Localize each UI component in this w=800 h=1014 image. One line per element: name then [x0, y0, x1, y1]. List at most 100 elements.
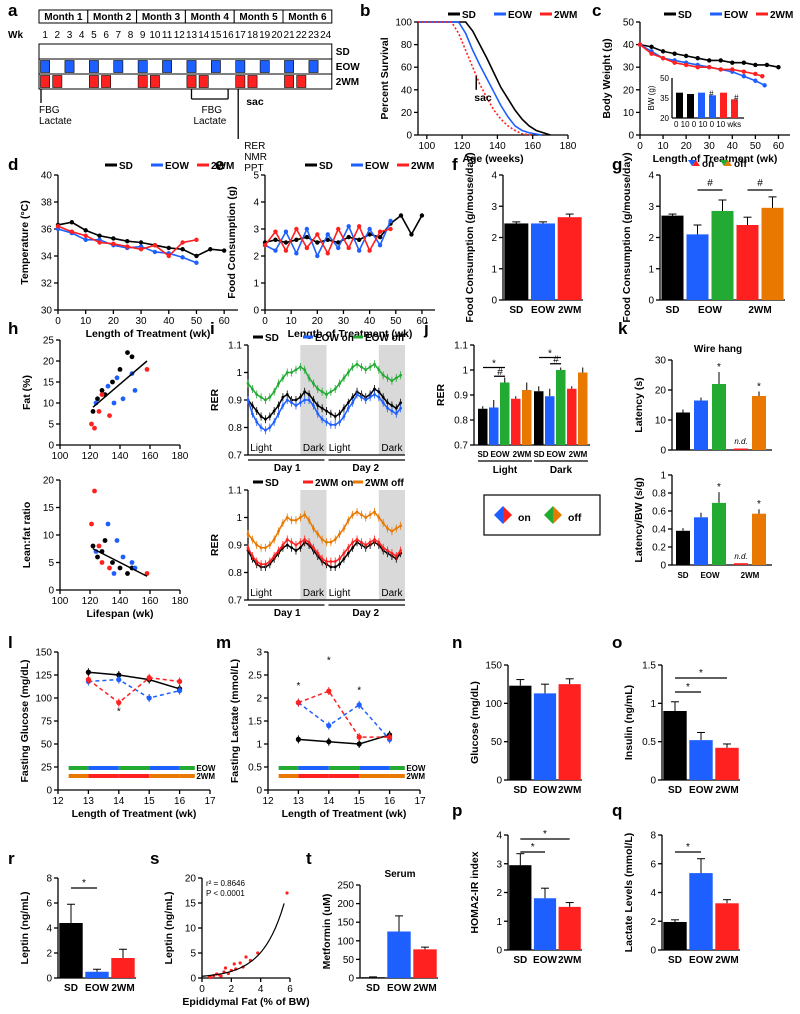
not-detected: n.d.	[734, 437, 747, 446]
schedule-cell	[284, 60, 294, 73]
schedule-bar-2wm	[88, 774, 119, 778]
bar-j-1	[489, 407, 499, 445]
schedule-cell	[150, 45, 160, 58]
data-point	[386, 527, 389, 530]
note-lactate: Lactate	[194, 116, 227, 127]
category-label: EOW	[546, 450, 566, 459]
data-point	[116, 700, 122, 706]
legend-label: EOW on	[315, 333, 354, 344]
y-tick-label: 0	[491, 296, 497, 307]
x-tick-label: 40	[364, 316, 376, 327]
y-axis-label: Body Weight (g)	[601, 38, 613, 118]
data-point	[303, 368, 307, 372]
key-off-icon	[544, 506, 553, 524]
y-tick-label: 2	[253, 252, 259, 263]
legend-2WM: 2WM	[211, 161, 234, 172]
schedule-bar-2wm	[149, 774, 180, 778]
week-header: Wk	[8, 30, 23, 41]
sig-mark: #	[497, 367, 503, 378]
legend-label: EOW off	[365, 333, 405, 344]
y-tick-label: 0	[650, 946, 656, 957]
category-label: EOW	[533, 785, 557, 796]
bar-q-2	[715, 903, 739, 950]
data-point	[83, 228, 88, 233]
data-point	[320, 538, 324, 541]
data-point	[373, 538, 376, 541]
key-on-icon	[503, 506, 512, 524]
data-point	[69, 229, 75, 234]
panel-label-d: d	[8, 155, 18, 174]
x-tick-label: 0	[637, 141, 643, 152]
week-number: 9	[140, 30, 146, 41]
sig-mark: *	[327, 656, 331, 667]
y-tick-label: 0.8	[228, 423, 242, 434]
inset-sig: #	[734, 94, 739, 103]
category-label: EOW	[490, 450, 510, 459]
panel-label-i: i	[210, 319, 215, 338]
note-sac: sac	[246, 96, 264, 108]
category-label: 2WM	[569, 450, 588, 459]
day-label: Day 2	[352, 463, 379, 474]
data-point	[368, 513, 372, 517]
y-tick-label: 25	[43, 336, 55, 347]
bar-k2-3	[734, 563, 748, 565]
scatter-point	[114, 538, 120, 543]
data-point	[316, 404, 320, 407]
panel-label-g: g	[612, 155, 622, 174]
data-point	[111, 236, 116, 241]
phase-label: Dark	[381, 443, 403, 454]
y-tick-label: 150	[35, 648, 52, 659]
y-tick-label: 80	[401, 40, 413, 51]
note-lactate: Lactate	[39, 116, 72, 127]
data-point	[312, 398, 315, 402]
note-fbg: FBG	[39, 105, 60, 116]
y-tick-label: 0	[46, 974, 52, 985]
category-label: SD	[668, 785, 682, 796]
data-point	[177, 688, 183, 694]
data-point	[387, 734, 393, 740]
bar-k1-0	[676, 412, 690, 450]
y-tick-label: 75	[41, 717, 53, 728]
scatter-point	[110, 560, 115, 565]
scatter-point	[110, 379, 115, 385]
sig-mark: *	[82, 878, 86, 889]
y-tick-label: 0	[348, 974, 354, 985]
x-tick-label: 0	[55, 316, 61, 327]
schedule-bar-2wm	[359, 774, 390, 778]
inset-tick: 20	[660, 114, 669, 123]
x-tick-label: 12	[52, 796, 64, 807]
sig-mark: *	[717, 482, 721, 493]
x-tick-label: 100	[52, 596, 69, 607]
key-on-icon	[494, 506, 503, 524]
schedule-cell	[284, 75, 294, 88]
scatter-point	[92, 425, 97, 431]
data-point	[152, 243, 158, 248]
key-on-label: on	[518, 512, 531, 524]
scatter-point	[111, 571, 117, 576]
data-point	[741, 60, 747, 65]
sig-mark: *	[757, 382, 761, 393]
week-number: 14	[198, 30, 210, 41]
x-tick-label: 180	[172, 596, 189, 607]
data-point	[116, 677, 122, 683]
data-point	[390, 404, 394, 407]
schedule-bar-2wm	[179, 774, 195, 778]
x-tick-label: 100	[52, 451, 69, 462]
data-point	[338, 562, 341, 566]
y-axis-label: Food Consumption (g)	[226, 186, 238, 299]
scatter-point	[90, 409, 96, 414]
week-number: 3	[67, 30, 73, 41]
schedule-bar-eow	[359, 766, 390, 770]
schedule-cell	[137, 45, 148, 58]
y-tick-label: 250	[337, 881, 354, 892]
y-tick-label: 4	[650, 888, 656, 899]
y-tick-label: 0	[660, 446, 666, 457]
note-nmr: NMR	[244, 152, 267, 163]
schedule-cell	[89, 75, 99, 88]
data-point	[221, 248, 227, 253]
data-point	[264, 428, 267, 432]
data-point	[373, 393, 376, 396]
y-tick-label: 2	[46, 949, 52, 960]
x-tick-label: 13	[293, 796, 305, 807]
phase-label: Dark	[303, 588, 325, 599]
